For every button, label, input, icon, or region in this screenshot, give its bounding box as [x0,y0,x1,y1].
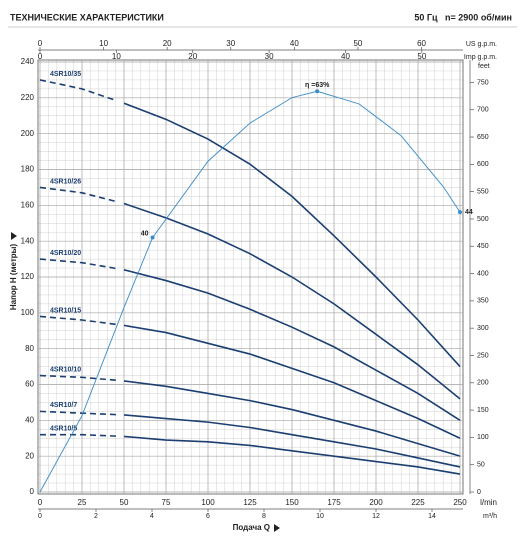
series-label: 4SR10/5 [50,426,77,433]
head-curve [39,79,461,368]
tick-label: 350 [477,298,489,305]
efficiency-point [150,235,155,240]
tick-label: 50 [417,52,426,61]
head-curve [40,433,461,475]
y-tick-label: 100 [21,308,35,317]
axis-unit-label: feet [478,63,490,70]
y-tick-label: 180 [21,165,35,174]
x-tick-label: 50 [120,498,129,507]
value-label: 40 [141,230,149,237]
tick-label: 50 [477,462,485,469]
x-tick-label: 175 [327,498,341,507]
chart-subtitle: 50 Гц n= 2900 об/мин [414,12,512,22]
x-tick-label: 125 [243,498,257,507]
tick-label: 30 [265,52,274,61]
series-label: 4SR10/35 [50,71,81,78]
tick-label: 300 [477,325,489,332]
tick-label: 600 [477,161,489,168]
tick-label: 20 [188,52,197,61]
tick-label: 0 [38,52,43,61]
y-tick-label: 60 [25,380,34,389]
x-unit-label: l/min [480,498,497,507]
x-tick-label: 250 [453,498,467,507]
y-tick-label: 140 [21,236,35,245]
series-label: 4SR10/7 [50,402,77,409]
tick-label: 200 [477,380,489,387]
x-axis-label: Подача Q [233,523,270,532]
y-tick-label: 40 [25,415,34,424]
head-curve [39,374,461,457]
y-tick-label: 220 [21,93,35,102]
y-tick-label: 80 [25,344,34,353]
series-label: 4SR10/10 [50,366,81,373]
head-curve [39,315,461,439]
x-tick-label: 225 [411,498,425,507]
tick-label: 0 [477,489,481,496]
y-axis-label: Напор H (метры) [9,244,18,311]
x-tick-label: 75 [162,498,171,507]
chart-title: ТЕХНИЧЕСКИЕ ХАРАКТЕРИСТИКИ [10,12,164,22]
x-tick-label: 0 [38,498,43,507]
series-label: 4SR10/20 [50,250,81,257]
tick-label: 20 [163,39,172,48]
tick-label: 14 [428,513,436,520]
axis-unit-label: US g.p.m. [466,41,497,48]
y-tick-label: 0 [30,487,35,496]
tick-label: 0 [38,39,43,48]
tick-label: 700 [477,107,489,114]
tick-label: 500 [477,216,489,223]
tick-label: 12 [372,513,380,520]
tick-label: 10 [112,52,121,61]
value-label: η =63% [305,82,330,89]
head-curve [39,186,461,400]
efficiency-point [315,89,320,94]
tick-label: 150 [477,407,489,414]
tick-label: 8 [262,513,266,520]
tick-label: 400 [477,270,489,277]
x-tick-label: 200 [369,498,383,507]
x-tick-label: 100 [201,498,215,507]
tick-label: 0 [38,513,42,520]
tick-label: 40 [341,52,350,61]
tick-label: 50 [353,39,362,48]
tick-label: 2 [94,513,98,520]
y-tick-label: 120 [21,272,35,281]
head-curve [39,258,461,422]
tick-label: 10 [316,513,324,520]
x-tick-label: 25 [78,498,87,507]
tick-label: 650 [477,134,489,141]
tick-label: 30 [226,39,235,48]
value-label: 44 [465,209,473,216]
x-arrow [274,524,280,532]
tick-label: 4 [150,513,154,520]
axis-unit-label: Imp g.p.m. [464,54,497,61]
tick-label: 100 [477,434,489,441]
y-tick-label: 200 [21,129,35,138]
axis-unit-label: m³/h [483,513,497,520]
y-tick-label: 240 [21,57,35,66]
tick-label: 450 [477,243,489,250]
tick-label: 750 [477,79,489,86]
tick-label: 60 [417,39,426,48]
efficiency-point [458,210,462,215]
tick-label: 550 [477,188,489,195]
series-label: 4SR10/26 [50,178,81,185]
x-tick-label: 150 [285,498,299,507]
efficiency-curve [39,90,461,493]
tick-label: 10 [99,39,108,48]
tick-label: 250 [477,352,489,359]
y-tick-label: 20 [25,451,34,460]
y-arrow [11,232,17,240]
tick-label: 6 [206,513,210,520]
series-label: 4SR10/15 [50,307,81,314]
head-curve [39,410,461,468]
tick-label: 40 [290,39,299,48]
y-tick-label: 160 [21,200,35,209]
